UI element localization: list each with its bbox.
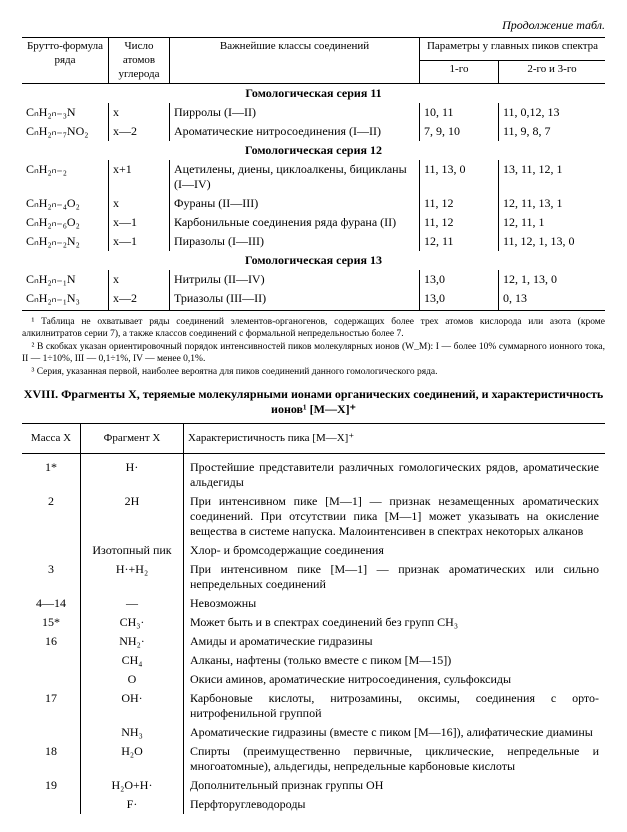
table-row: 18H₂OСпирты (преимущественно первичные, … — [22, 742, 605, 776]
table-row: 22HПри интенсивном пике [M—1] — признак … — [22, 492, 605, 541]
series-11-title: Гомологическая серия 11 — [22, 84, 605, 104]
table-row: 16NH₂·Амиды и ароматические гидразины — [22, 632, 605, 651]
table-row: CₙH₂ₙ₋₁N₃ x—2 Триазолы (III—II) 13,0 0, … — [22, 289, 605, 311]
table-row: 17OH·Карбоновые кислоты, нитрозамины, ок… — [22, 689, 605, 723]
table-row: CₙH₂ₙ₋₁N x Нитрилы (II—IV) 13,0 12, 1, 1… — [22, 270, 605, 289]
t2-h-mass: Масса X — [22, 423, 81, 454]
table-row: Изотопный пикХлор- и бромсодержащие соед… — [22, 541, 605, 560]
series-13-title: Гомологическая серия 13 — [22, 251, 605, 270]
continuation-label: Продолжение табл. — [22, 18, 605, 33]
t1-h-class: Важнейшие классы соединений — [170, 38, 420, 84]
table-row: CₙH₂ₙ₋₆O₂ x—1 Карбонильные соединения ря… — [22, 213, 605, 232]
footnote-2: ² В скобках указан ориентировочный поряд… — [22, 342, 605, 366]
t1-h-formula: Брутто-формула ряда — [22, 38, 109, 84]
t1-h-p1: 1-го — [420, 61, 499, 84]
table-row: NH₃Ароматические гидразины (вместе с пик… — [22, 723, 605, 742]
footnotes: ¹ Таблица не охватывает ряды соединений … — [22, 317, 605, 378]
table-row: CₙH₂ₙ₋₂ x+1 Ацетилены, диены, циклоалкен… — [22, 160, 605, 194]
table-series: Брутто-формула ряда Число атомов углерод… — [22, 37, 605, 311]
table-row: CₙH₂ₙ₋₂N₂ x—1 Пиразолы (I—III) 12, 11 11… — [22, 232, 605, 251]
table-row: CₙH₂ₙ₋₄O₂ x Фураны (II—III) 11, 12 12, 1… — [22, 194, 605, 213]
table-row: CH₄Алканы, нафтены (только вместе с пико… — [22, 651, 605, 670]
t1-h-params: Параметры y главных пиков спектра — [420, 38, 606, 61]
table-fragments: Масса X Фрагмент X Характеристичность пи… — [22, 423, 605, 815]
table-row: 19H₂O+H·Дополнительный признак группы OH — [22, 776, 605, 795]
table-row: F·Перфторуглеводороды — [22, 795, 605, 814]
table-18-caption: XVIII. Фрагменты X, теряемые молекулярны… — [22, 387, 605, 417]
t1-h-p2: 2-го и 3-го — [499, 61, 606, 84]
footnote-3: ³ Серия, указанная первой, наиболее веро… — [22, 367, 605, 379]
t2-h-fragment: Фрагмент X — [81, 423, 184, 454]
t1-h-carbon: Число атомов углерода — [109, 38, 170, 84]
table-row: 15*CH₃·Может быть и в спектрах соединени… — [22, 613, 605, 632]
t2-h-char: Характеристичность пика [M—X]⁺ — [184, 423, 606, 454]
table-row: CₙH₂ₙ₋₃N x Пирролы (I—II) 10, 11 11, 0,1… — [22, 103, 605, 122]
table-row: 3H·+H₂При интенсивном пике [M—1] — призн… — [22, 560, 605, 594]
table-row: OОкиси аминов, ароматические нитросоедин… — [22, 670, 605, 689]
footnote-1: ¹ Таблица не охватывает ряды соединений … — [22, 317, 605, 341]
table-row: 4—14—Невозможны — [22, 594, 605, 613]
table-row: 1*H·Простейшие представители различных г… — [22, 454, 605, 493]
table-row: CₙH₂ₙ₋₇NO₂ x—2 Ароматические нитросоедин… — [22, 122, 605, 141]
series-12-title: Гомологическая серия 12 — [22, 141, 605, 160]
